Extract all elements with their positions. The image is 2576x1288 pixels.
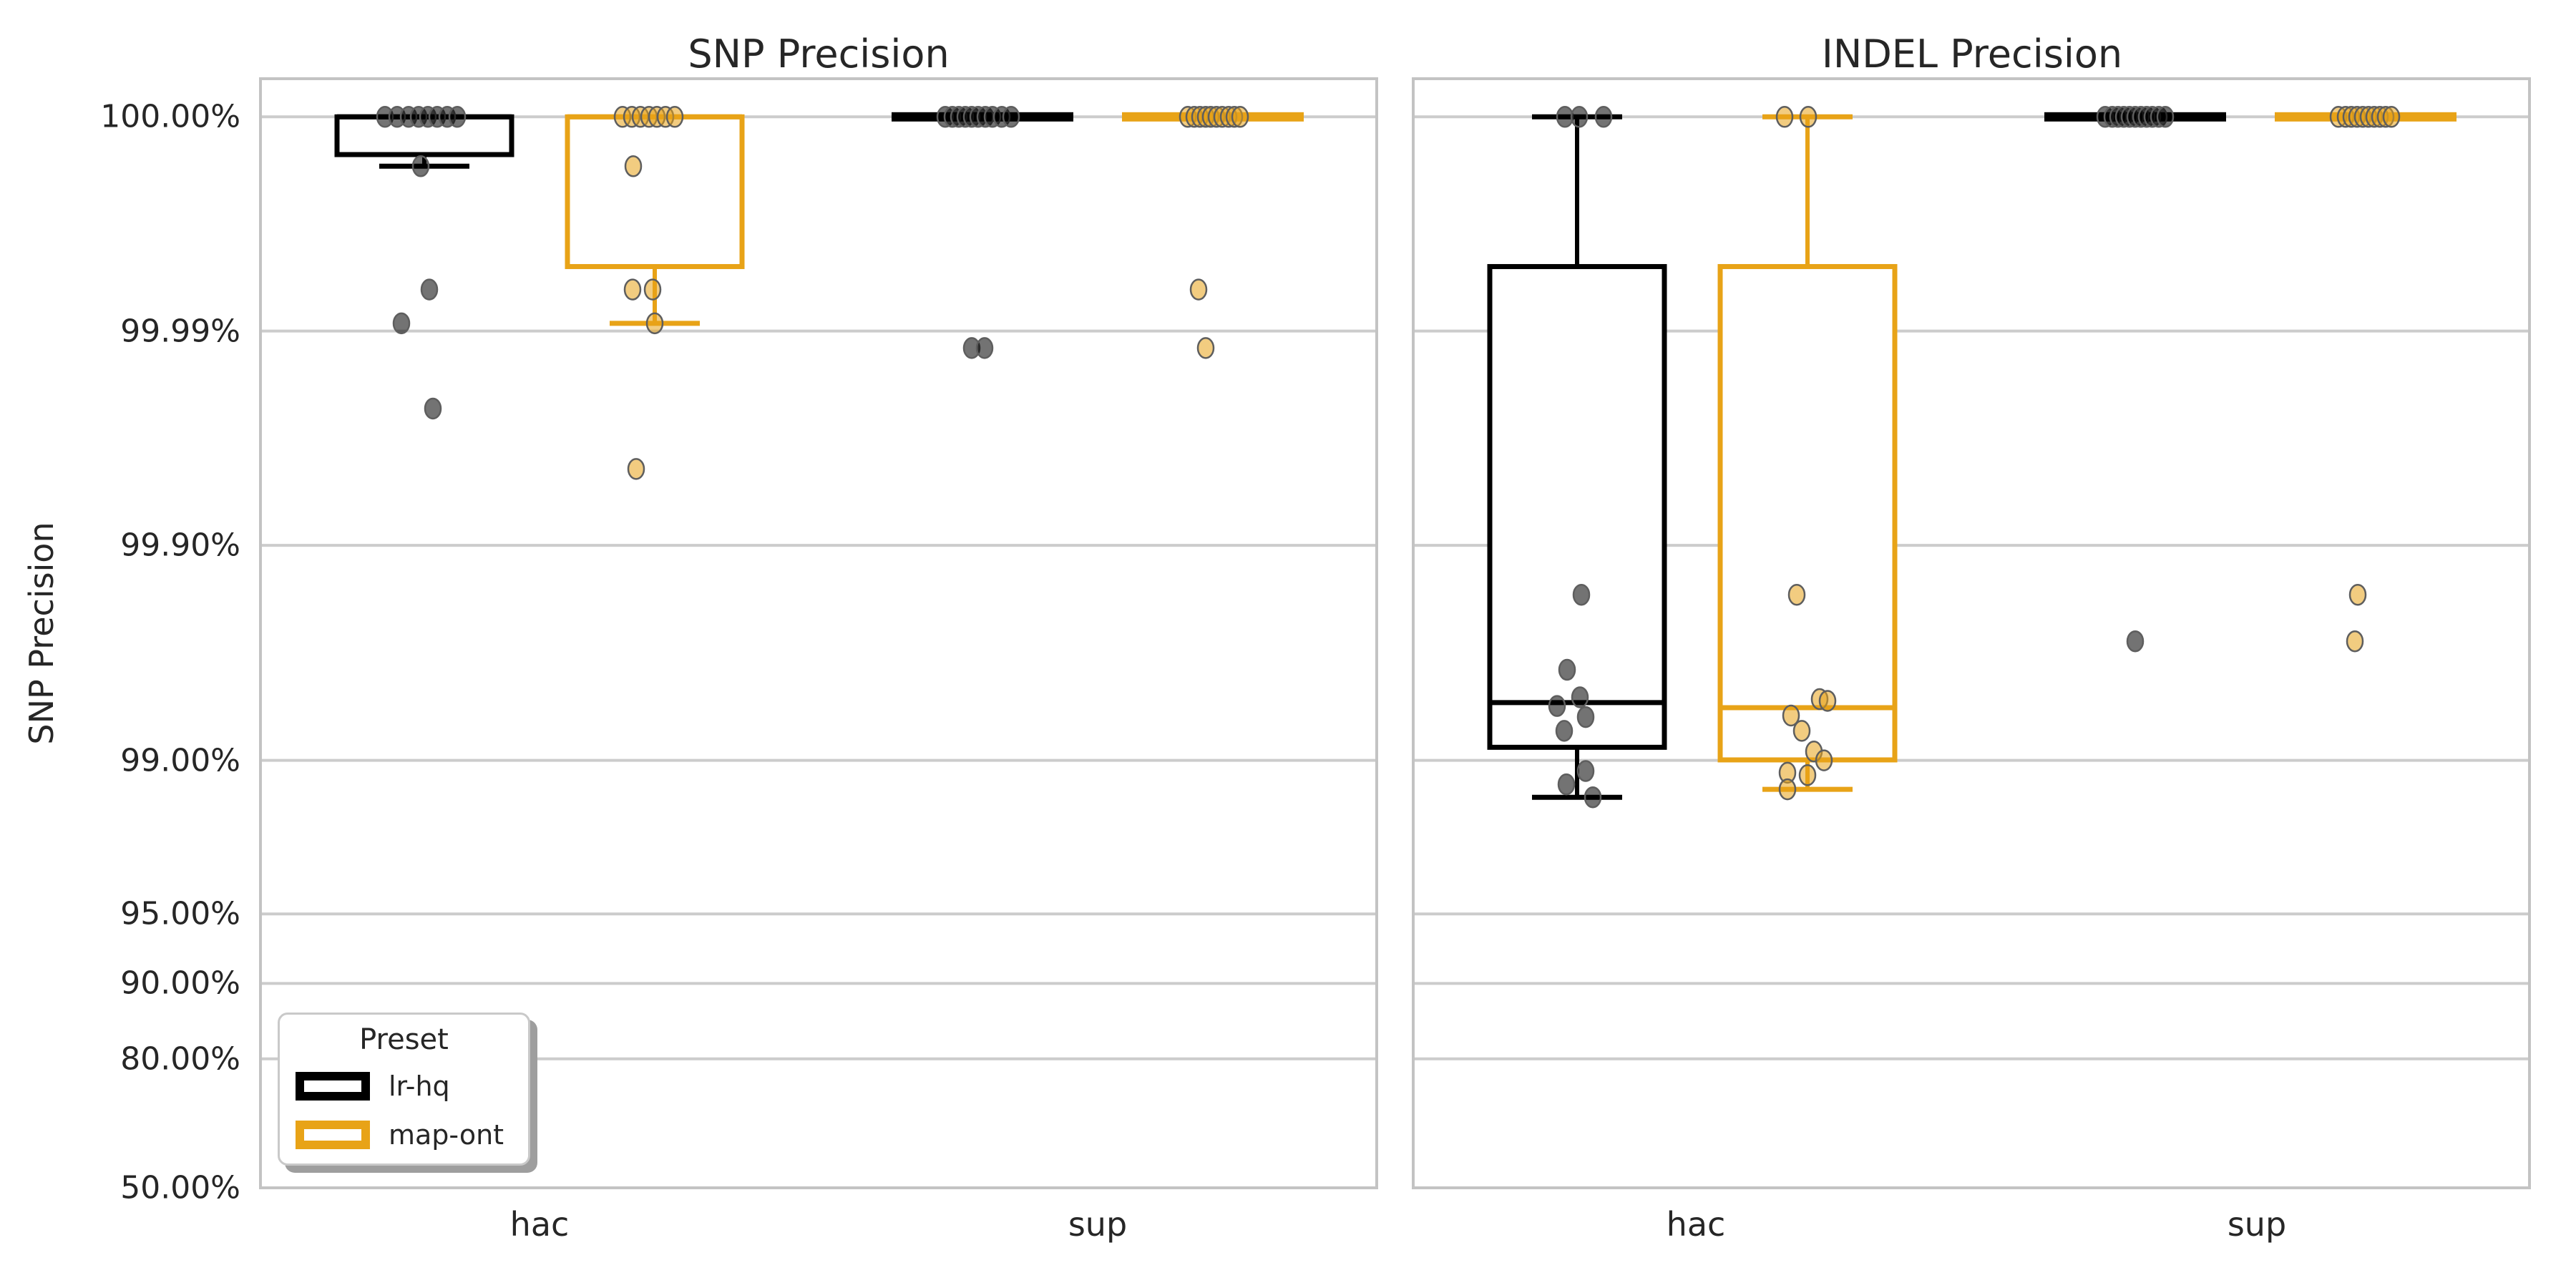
data-point-map-ont — [1196, 337, 1215, 359]
data-point-map-ont — [2346, 630, 2364, 653]
data-point-map-ont — [1792, 720, 1811, 742]
data-point-map-ont — [2382, 106, 2401, 128]
legend: Preset lr-hq map-ont — [278, 1013, 530, 1166]
data-point-lr-hq — [1594, 106, 1613, 128]
data-point-map-ont — [1799, 106, 1818, 128]
data-point-map-ont — [627, 458, 645, 480]
legend-entry-lr-hq: lr-hq — [280, 1062, 528, 1111]
y-tick-label: 95.00% — [120, 895, 240, 932]
data-point-lr-hq — [1584, 786, 1602, 809]
legend-title: Preset — [359, 1023, 449, 1056]
data-point-map-ont — [1778, 778, 1797, 801]
data-point-lr-hq — [1576, 760, 1595, 782]
data-point-lr-hq — [1571, 686, 1589, 708]
data-point-map-ont — [1818, 690, 1837, 712]
data-point-lr-hq — [448, 106, 467, 128]
map-ont-swatch-icon — [296, 1121, 370, 1149]
box-hac-map-ont — [1717, 264, 1898, 763]
axes-frame — [259, 77, 1378, 1189]
lr-hq-swatch-icon — [296, 1072, 370, 1101]
data-point-lr-hq — [1558, 658, 1576, 681]
subplot-title-snp: SNP Precision — [688, 31, 950, 77]
data-point-lr-hq — [420, 278, 439, 301]
data-point-map-ont — [2348, 583, 2367, 606]
y-tick-label: 99.00% — [120, 742, 240, 779]
legend-entry-label: map-ont — [389, 1119, 504, 1151]
data-point-map-ont — [665, 106, 684, 128]
y-tick-label: 80.00% — [120, 1040, 240, 1078]
data-point-map-ont — [1798, 764, 1817, 786]
x-tick-hac-left: hac — [509, 1205, 570, 1244]
data-point-lr-hq — [1576, 706, 1595, 728]
data-point-lr-hq — [411, 155, 430, 177]
box-hac-lr-hq — [1487, 264, 1667, 750]
data-point-lr-hq — [1570, 106, 1589, 128]
data-point-map-ont — [1787, 583, 1806, 606]
y-tick-label: 50.00% — [120, 1169, 240, 1206]
subplot-title-indel: INDEL Precision — [1821, 31, 2123, 77]
x-tick-sup-right: sup — [2227, 1205, 2287, 1244]
y-tick-label: 99.99% — [120, 313, 240, 350]
data-point-map-ont — [645, 312, 664, 335]
data-point-lr-hq — [975, 337, 994, 359]
legend-entry-map-ont: map-ont — [280, 1111, 528, 1159]
data-point-lr-hq — [424, 397, 442, 420]
data-point-map-ont — [643, 278, 662, 301]
axes-frame — [1412, 77, 2531, 1189]
y-tick-label: 100.00% — [100, 98, 240, 135]
data-point-map-ont — [1775, 106, 1794, 128]
data-point-map-ont — [624, 155, 643, 177]
data-point-lr-hq — [392, 312, 411, 335]
data-point-lr-hq — [2156, 106, 2175, 128]
x-tick-sup-left: sup — [1068, 1205, 1128, 1244]
data-point-lr-hq — [1548, 695, 1566, 717]
data-point-map-ont — [1782, 704, 1800, 727]
data-point-lr-hq — [1556, 106, 1574, 128]
data-point-lr-hq — [1002, 106, 1020, 128]
data-point-lr-hq — [2126, 630, 2145, 653]
data-point-map-ont — [1189, 278, 1208, 301]
data-point-map-ont — [1815, 749, 1833, 771]
data-point-map-ont — [1231, 106, 1249, 128]
y-tick-label: 90.00% — [120, 965, 240, 1002]
data-point-lr-hq — [1555, 720, 1574, 742]
y-axis-label: SNP Precision — [22, 522, 61, 745]
data-point-lr-hq — [1557, 773, 1576, 796]
x-tick-hac-right: hac — [1666, 1205, 1726, 1244]
y-tick-label: 99.90% — [120, 527, 240, 564]
box-hac-map-ont — [565, 114, 745, 270]
data-point-map-ont — [623, 278, 642, 301]
legend-entry-label: lr-hq — [389, 1070, 450, 1102]
data-point-lr-hq — [1572, 583, 1591, 606]
